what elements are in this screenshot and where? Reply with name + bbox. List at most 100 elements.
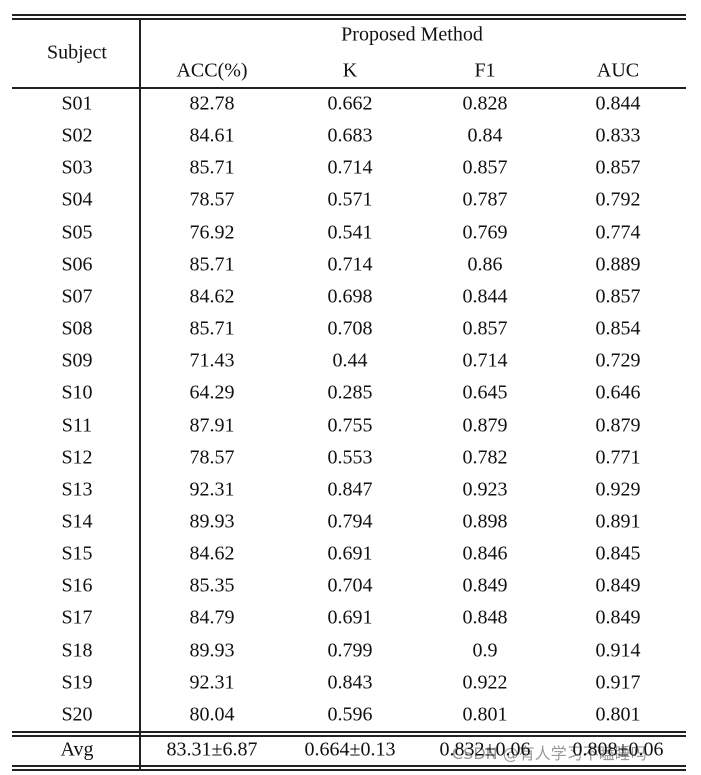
cell: S16 <box>61 574 93 597</box>
cell: 0.922 <box>462 671 508 694</box>
avg-cell: 0.808±0.06 <box>572 738 664 761</box>
cell: 0.774 <box>595 221 641 244</box>
cell: 0.857 <box>595 156 641 179</box>
cell: S12 <box>61 446 93 469</box>
cell: 0.849 <box>595 606 641 629</box>
cell: 0.845 <box>595 542 641 565</box>
cell: 0.898 <box>462 510 508 533</box>
rule <box>12 14 686 16</box>
cell: 87.91 <box>189 414 235 436</box>
cell: 0.923 <box>462 478 508 501</box>
cell: 85.71 <box>189 253 235 276</box>
cell: S01 <box>61 92 93 115</box>
cell: 0.857 <box>462 156 508 179</box>
cell: 0.843 <box>327 671 373 694</box>
cell: 0.801 <box>462 703 508 726</box>
cell: 0.698 <box>327 285 373 308</box>
cell: 78.57 <box>189 188 235 211</box>
avg-cell: 0.664±0.13 <box>304 738 396 761</box>
cell: 0.846 <box>462 542 508 565</box>
cell: 0.849 <box>595 574 641 597</box>
column-header: ACC(%) <box>176 59 248 82</box>
cell: 71.43 <box>189 349 235 372</box>
cell: 0.729 <box>595 349 641 372</box>
cell: S09 <box>61 349 93 372</box>
cell: 0.891 <box>595 510 641 533</box>
cell: 0.571 <box>327 188 373 211</box>
rule <box>12 731 686 733</box>
cell: 0.84 <box>467 124 503 147</box>
cell: 0.801 <box>595 703 641 726</box>
cell: 0.708 <box>327 317 373 340</box>
cell: 0.553 <box>327 446 373 469</box>
cell: 84.62 <box>189 285 235 308</box>
cell: 0.683 <box>327 124 373 147</box>
cell: 0.782 <box>462 446 508 469</box>
cell: S17 <box>61 606 93 629</box>
cell: 85.71 <box>189 317 235 340</box>
cell: 0.44 <box>332 349 368 372</box>
cell: S10 <box>61 381 93 404</box>
cell: 0.691 <box>327 542 373 565</box>
avg-cell: Avg <box>60 738 94 761</box>
cell: 0.854 <box>595 317 641 340</box>
column-header: AUC <box>596 59 640 82</box>
cell: 0.847 <box>327 478 373 501</box>
cell: 0.794 <box>327 510 373 533</box>
cell: 0.844 <box>462 285 508 308</box>
cell: 0.714 <box>462 349 508 372</box>
rule <box>12 87 686 89</box>
cell: 0.844 <box>595 92 641 115</box>
cell: S11 <box>61 414 93 436</box>
cell: S07 <box>61 285 93 308</box>
cell: 0.787 <box>462 188 508 211</box>
header: Proposed Method <box>341 23 483 46</box>
cell: 0.714 <box>327 156 373 179</box>
cell: 64.29 <box>189 381 235 404</box>
cell: S19 <box>61 671 93 694</box>
cell: 0.771 <box>595 446 641 469</box>
cell: 0.889 <box>595 253 641 276</box>
cell: 0.541 <box>327 221 373 244</box>
cell: 85.71 <box>189 156 235 179</box>
cell: 0.929 <box>595 478 641 501</box>
cell: 0.9 <box>472 639 498 662</box>
cell: 0.857 <box>595 285 641 308</box>
cell: 0.879 <box>462 414 508 436</box>
cell: 0.879 <box>595 414 641 436</box>
cell: 84.61 <box>189 124 235 147</box>
cell: 0.662 <box>327 92 373 115</box>
avg-cell: 0.832±0.06 <box>439 738 531 761</box>
cell: S05 <box>61 221 93 244</box>
cell: 0.833 <box>595 124 641 147</box>
cell: 0.86 <box>467 253 503 276</box>
rule <box>12 18 686 20</box>
cell: 84.62 <box>189 542 235 565</box>
cell: 0.828 <box>462 92 508 115</box>
cell: 0.704 <box>327 574 373 597</box>
cell: S03 <box>61 156 93 179</box>
cell: S13 <box>61 478 93 501</box>
cell: 85.35 <box>189 574 235 597</box>
rule <box>12 765 686 767</box>
cell: 0.848 <box>462 606 508 629</box>
cell: S14 <box>61 510 93 533</box>
cell: 0.646 <box>595 381 641 404</box>
cell: 76.92 <box>189 221 235 244</box>
cell: 0.769 <box>462 221 508 244</box>
cell: S15 <box>61 542 93 565</box>
cell: 92.31 <box>189 478 235 501</box>
cell: 0.714 <box>327 253 373 276</box>
cell: 0.596 <box>327 703 373 726</box>
cell: 82.78 <box>189 92 235 115</box>
column-header: F1 <box>474 59 496 82</box>
rule <box>12 769 686 771</box>
cell: S18 <box>61 639 93 662</box>
cell: 92.31 <box>189 671 235 694</box>
cell: S06 <box>61 253 93 276</box>
cell: 0.857 <box>462 317 508 340</box>
cell: 78.57 <box>189 446 235 469</box>
cell: S08 <box>61 317 93 340</box>
cell: 89.93 <box>189 639 235 662</box>
